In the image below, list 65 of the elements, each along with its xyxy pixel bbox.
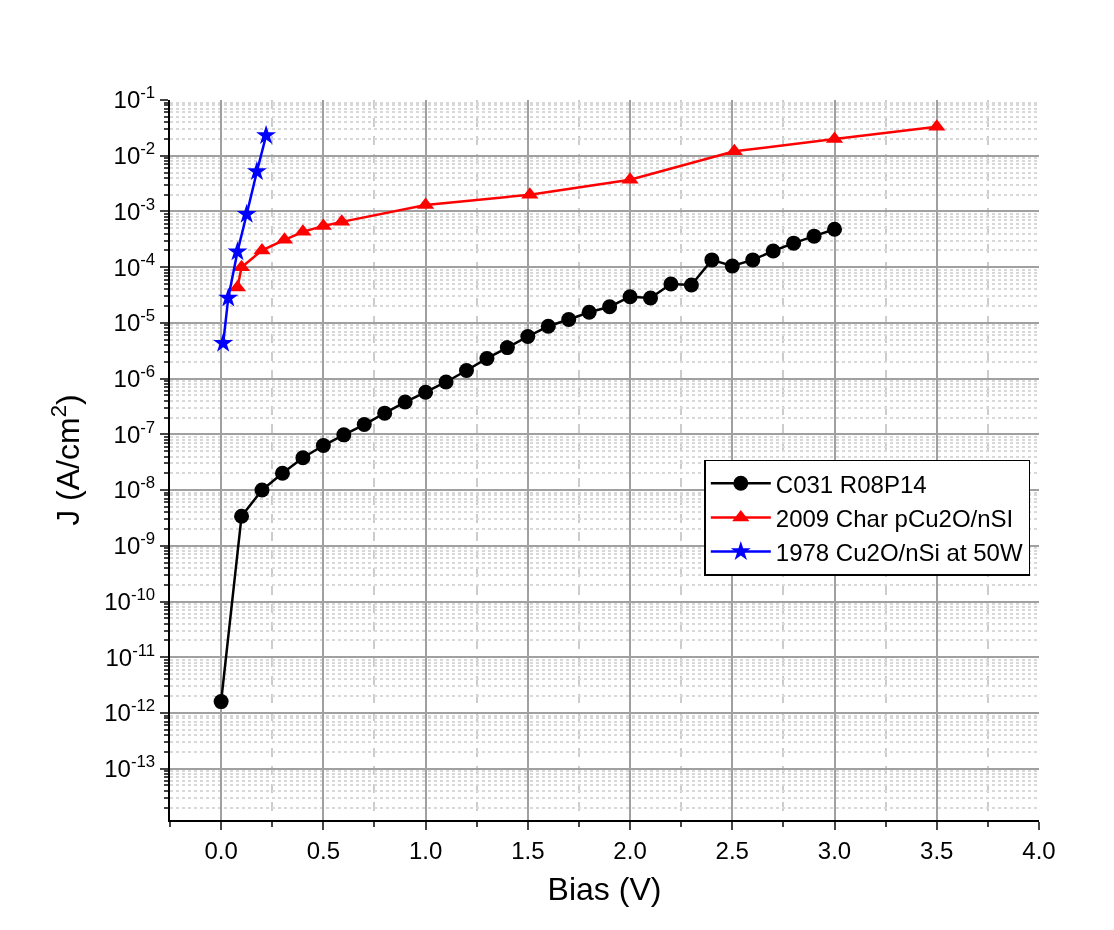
x-tick-label: 2.5 (715, 836, 749, 864)
y-tick-label: 10$^{-7}$ (113, 417, 156, 448)
point (561, 312, 577, 327)
legend-label: C031 R08P14 (775, 470, 927, 498)
y-tick-label: 10$^{-4}$ (113, 250, 156, 281)
point (377, 405, 393, 421)
x-tick-label: 1.5 (511, 836, 545, 864)
y-tick-label: 10$^{-10}$ (104, 584, 156, 615)
point (499, 340, 515, 356)
point (213, 332, 234, 352)
point (704, 252, 720, 268)
point (643, 290, 659, 306)
point (765, 243, 781, 259)
y-tick-label: 10$^{-8}$ (113, 473, 156, 504)
point (356, 417, 372, 433)
point (236, 203, 257, 223)
point (315, 438, 331, 454)
point (479, 350, 495, 366)
point (745, 252, 761, 268)
point (725, 143, 743, 156)
point (581, 304, 597, 320)
point (458, 362, 474, 378)
point (827, 221, 843, 237)
point (418, 384, 434, 400)
point (274, 465, 290, 481)
point (438, 374, 454, 390)
x-axis-title: Bias (V) (547, 871, 662, 908)
point (246, 161, 267, 181)
y-tick-label: 10$^{-5}$ (113, 306, 156, 337)
point (806, 228, 822, 244)
point (397, 394, 413, 410)
point (520, 329, 536, 344)
point (218, 287, 239, 307)
y-tick-label: 10$^{-11}$ (105, 640, 156, 671)
point (663, 276, 679, 292)
point (540, 318, 556, 334)
x-tick-label: 4.0 (1022, 836, 1056, 864)
y-tick-label: 10$^{-9}$ (113, 529, 156, 560)
point (683, 277, 699, 293)
legend-label: 2009 Char pCu2O/nSI (775, 504, 1014, 532)
x-tick-label: 1.0 (408, 836, 443, 864)
y-tick-label: 10$^{-12}$ (104, 696, 156, 727)
y-tick-label: 10$^{-6}$ (113, 361, 156, 393)
x-tick-label: 2.0 (613, 836, 647, 864)
y-tick-label: 10$^{-3}$ (113, 194, 156, 225)
point (213, 694, 229, 710)
point (256, 125, 277, 145)
y-tick-label: 10$^{-13}$ (104, 752, 156, 783)
point (724, 258, 740, 274)
point (602, 299, 618, 315)
point (227, 241, 248, 261)
x-tick-label: 3.0 (817, 836, 852, 864)
point (253, 242, 271, 255)
point (295, 450, 311, 466)
x-tick-label: 0.0 (204, 836, 238, 864)
y-tick-label: 10$^{-2}$ (113, 139, 156, 170)
point (234, 508, 250, 524)
legend-label: 1978 Cu2O/nSi at 50W (775, 538, 1023, 566)
point (786, 235, 802, 251)
x-tick-label: 0.5 (306, 836, 341, 864)
point (336, 427, 352, 443)
point (622, 289, 638, 305)
point (254, 482, 270, 498)
x-tick-label: 3.5 (920, 836, 954, 864)
y-tick-label: 10$^{-1}$ (113, 83, 156, 114)
